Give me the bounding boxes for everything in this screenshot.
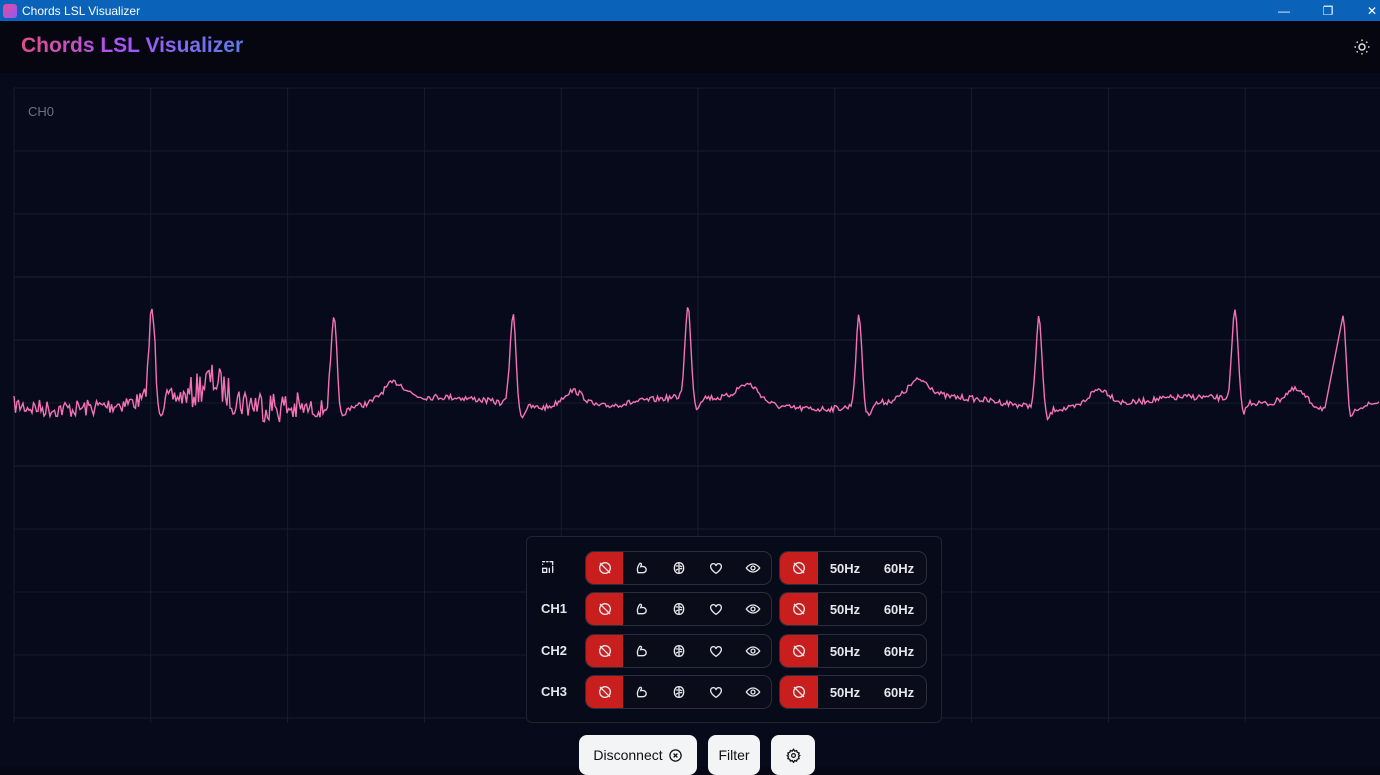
window-title: Chords LSL Visualizer (22, 3, 141, 18)
signal-trace (13, 307, 1380, 423)
notch-off-button[interactable] (780, 552, 818, 584)
close-button[interactable]: ✕ (1366, 3, 1378, 18)
no-filter-icon (793, 686, 805, 698)
filter-no-filter-button[interactable] (586, 552, 623, 584)
notch-group: 50Hz 60Hz (779, 592, 927, 626)
channel-row-label: CH3 (541, 684, 568, 699)
app-title: Chords LSL Visualizer (21, 34, 244, 57)
filter-brain-button[interactable] (660, 635, 697, 667)
filter-eye-button[interactable] (734, 552, 771, 584)
filter-eye-button[interactable] (734, 635, 771, 667)
notch-group: 50Hz 60Hz (779, 675, 927, 709)
disconnect-button[interactable]: Disconnect (579, 735, 697, 775)
minimize-button[interactable]: — (1278, 3, 1290, 18)
muscle-icon (636, 686, 647, 698)
filter-eye-button[interactable] (734, 593, 771, 625)
notch-50Hz-button[interactable]: 50Hz (829, 560, 861, 576)
notch-60Hz-button[interactable]: 60Hz (883, 643, 915, 659)
disconnect-label: Disconnect (593, 747, 663, 763)
filter-brain-button[interactable] (660, 552, 697, 584)
channel-label: CH0 (28, 104, 55, 119)
filter-muscle-button[interactable] (623, 676, 660, 708)
eye-icon (745, 604, 760, 614)
channel-row: 50Hz 60Hz (527, 551, 941, 585)
select-all-button[interactable] (540, 559, 556, 575)
filter-no-filter-button[interactable] (586, 593, 623, 625)
filter-brain-button[interactable] (660, 593, 697, 625)
filter-heart-button[interactable] (697, 593, 734, 625)
filter-muscle-button[interactable] (623, 635, 660, 667)
filter-heart-button[interactable] (697, 676, 734, 708)
no-filter-icon (598, 562, 611, 574)
eye-icon (745, 563, 760, 573)
filter-muscle-button[interactable] (623, 552, 660, 584)
notch-50Hz-button[interactable]: 50Hz (829, 643, 861, 659)
filter-heart-button[interactable] (697, 635, 734, 667)
no-filter-icon (793, 562, 805, 574)
notch-50Hz-button[interactable]: 50Hz (829, 684, 861, 700)
filter-heart-button[interactable] (697, 552, 734, 584)
no-filter-icon (793, 603, 805, 615)
no-filter-icon (598, 603, 611, 615)
brain-icon (673, 685, 684, 699)
filter-no-filter-button[interactable] (586, 676, 623, 708)
notch-off-button[interactable] (780, 676, 818, 708)
eye-icon (745, 646, 760, 656)
muscle-icon (636, 603, 647, 615)
heart-icon (709, 686, 722, 699)
muscle-icon (636, 562, 647, 574)
filter-panel: 50Hz 60Hz CH1 50Hz 60Hz CH2 50Hz 60Hz CH3 50Hz 60H… (526, 536, 942, 723)
filter-group (585, 592, 772, 626)
brain-icon (673, 602, 684, 616)
filter-label: Filter (718, 747, 750, 763)
channel-row: CH2 50Hz 60Hz (527, 634, 941, 668)
eye-icon (745, 687, 760, 697)
brain-icon (673, 644, 684, 658)
notch-group: 50Hz 60Hz (779, 634, 927, 668)
filter-no-filter-button[interactable] (586, 635, 623, 667)
notch-60Hz-button[interactable]: 60Hz (883, 560, 915, 576)
sun-icon[interactable] (1353, 38, 1371, 56)
filter-group (585, 634, 772, 668)
filter-button[interactable]: Filter (708, 735, 760, 775)
heart-icon (709, 645, 722, 658)
window-titlebar: Chords LSL Visualizer — ❐ ✕ (0, 0, 1380, 21)
select-all-icon (542, 561, 554, 573)
notch-60Hz-button[interactable]: 60Hz (883, 684, 915, 700)
filter-brain-button[interactable] (660, 676, 697, 708)
channel-row-label: CH1 (541, 601, 568, 616)
notch-off-button[interactable] (780, 593, 818, 625)
notch-off-button[interactable] (780, 635, 818, 667)
no-filter-icon (598, 686, 611, 698)
filter-group (585, 675, 772, 709)
heart-icon (709, 562, 722, 575)
heart-icon (709, 603, 722, 616)
no-filter-icon (793, 645, 805, 657)
muscle-icon (636, 645, 647, 657)
app-header: Chords LSL Visualizer (0, 21, 1380, 73)
no-filter-icon (598, 645, 611, 657)
brain-icon (673, 561, 684, 575)
filter-muscle-button[interactable] (623, 593, 660, 625)
filter-eye-button[interactable] (734, 676, 771, 708)
filter-group (585, 551, 772, 585)
close-circle-icon (668, 748, 682, 762)
channel-row: CH3 50Hz 60Hz (527, 675, 941, 709)
notch-group: 50Hz 60Hz (779, 551, 927, 585)
channel-row: CH1 50Hz 60Hz (527, 592, 941, 626)
restore-button[interactable]: ❐ (1322, 3, 1334, 18)
channel-row-label: CH2 (541, 643, 568, 658)
app-icon (3, 3, 17, 18)
gear-icon (785, 747, 801, 763)
notch-50Hz-button[interactable]: 50Hz (829, 601, 861, 617)
settings-button[interactable] (771, 735, 815, 775)
notch-60Hz-button[interactable]: 60Hz (883, 601, 915, 617)
